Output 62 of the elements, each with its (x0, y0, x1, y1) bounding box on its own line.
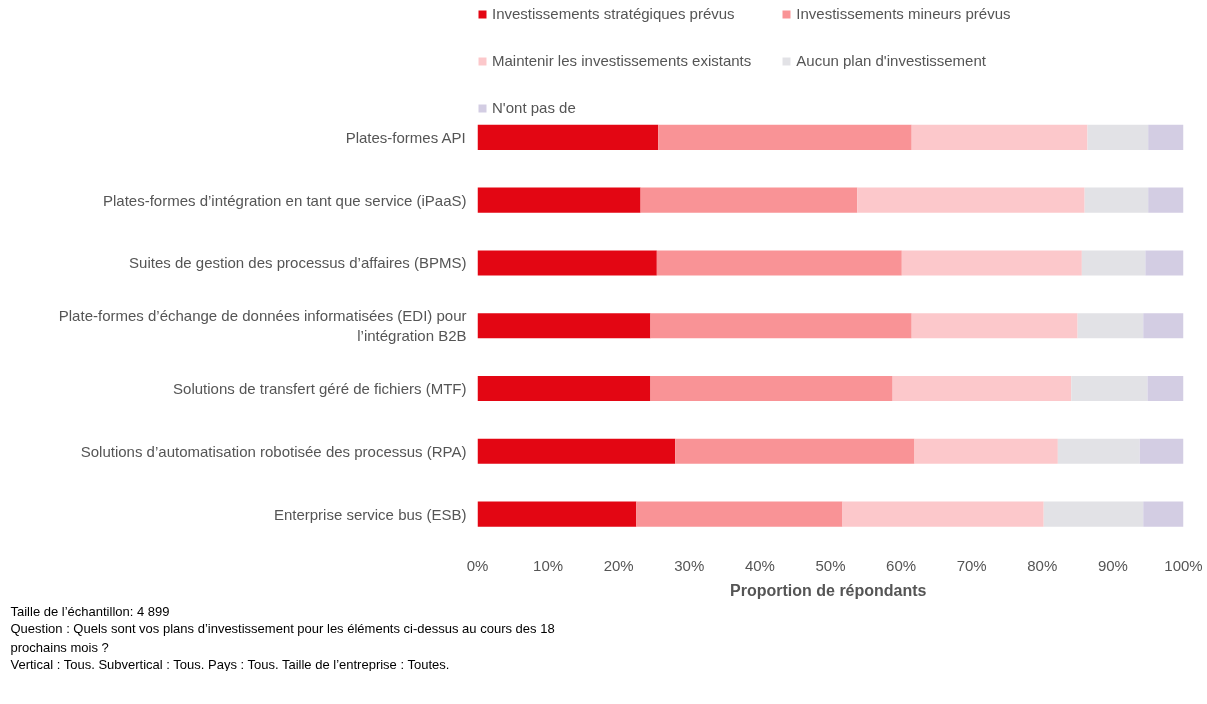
x-tick-label: 80% (1027, 556, 1058, 574)
y-tick-label: Suites de gestion des processus d’affaires (BPMS) (129, 254, 467, 272)
bar (636, 501, 843, 527)
bar (650, 375, 893, 402)
y-tick-label: Enterprise service bus (ESB) (273, 505, 467, 523)
bar (911, 124, 1088, 150)
text: Taille de l’échantillon: 4 899 (10, 603, 170, 619)
bar (477, 124, 659, 150)
x-tick-label: 90% (1097, 556, 1128, 574)
x-tick-label: 30% (674, 556, 705, 574)
bar (675, 438, 915, 464)
bar (1145, 250, 1184, 276)
legend-label: Aucun plan d'investissement (796, 52, 986, 69)
bar (658, 124, 912, 150)
bar (1071, 375, 1148, 402)
bar (911, 313, 1078, 339)
bar (914, 438, 1058, 464)
bar (892, 375, 1072, 402)
bar (1057, 438, 1140, 464)
bar (1087, 124, 1149, 150)
bar (1077, 313, 1144, 339)
y-tick-label: Solutions d’automatisation robotisée des processus (RPA) (80, 442, 467, 460)
bar (842, 501, 1044, 527)
bar (477, 438, 676, 464)
legend-label: Investissements mineurs prévus (796, 5, 1011, 22)
y-tick-label: Plates-formes API (345, 128, 466, 146)
x-tick-label: 60% (886, 556, 917, 574)
bar (650, 313, 912, 339)
bar (1148, 187, 1184, 213)
bar (857, 187, 1085, 213)
bar (1143, 313, 1184, 339)
legend-label: Maintenir les investissements existants (492, 52, 752, 69)
bar (1143, 501, 1184, 527)
bar (477, 187, 641, 213)
x-tick-label: 40% (744, 556, 775, 574)
x-tick-label: 70% (956, 556, 987, 574)
bar (1084, 187, 1149, 213)
x-tick-label: 20% (603, 556, 634, 574)
text: Question : Quels sont vos plans d’investissement pour les éléments ci-dessus au cours des 18 prochains mois ? (10, 620, 555, 655)
y-tick-label: Plate-formes d’échange de données informatisées (EDI) pour l’intégration B2B (58, 307, 467, 345)
bar (477, 375, 651, 402)
bar (477, 313, 651, 339)
text: Vertical : Tous. Subvertical : Tous. Pays : Tous. Taille de l’entreprise : Toutes. (10, 656, 450, 672)
bar (1081, 250, 1146, 276)
x-axis-title: Proportion de répondants (730, 581, 927, 599)
bar (640, 187, 858, 213)
x-tick-label: 0% (466, 556, 489, 574)
bar (477, 501, 637, 527)
legend-label: N'ont pas de (492, 99, 576, 116)
bar (901, 250, 1082, 276)
x-tick-label: 100% (1164, 556, 1203, 574)
bar (1148, 124, 1184, 150)
legend-label: Investissements stratégiques prévus (492, 5, 735, 22)
bar (477, 250, 657, 276)
bar (1147, 375, 1184, 402)
bar (1139, 438, 1184, 464)
y-tick-label: Plates-formes d’intégration en tant que service (iPaaS) (102, 191, 467, 209)
bar (656, 250, 902, 276)
x-tick-label: 50% (815, 556, 846, 574)
y-tick-label: Solutions de transfert géré de fichiers (MTF) (173, 380, 467, 398)
bar (1043, 501, 1144, 527)
x-tick-label: 10% (533, 556, 564, 574)
